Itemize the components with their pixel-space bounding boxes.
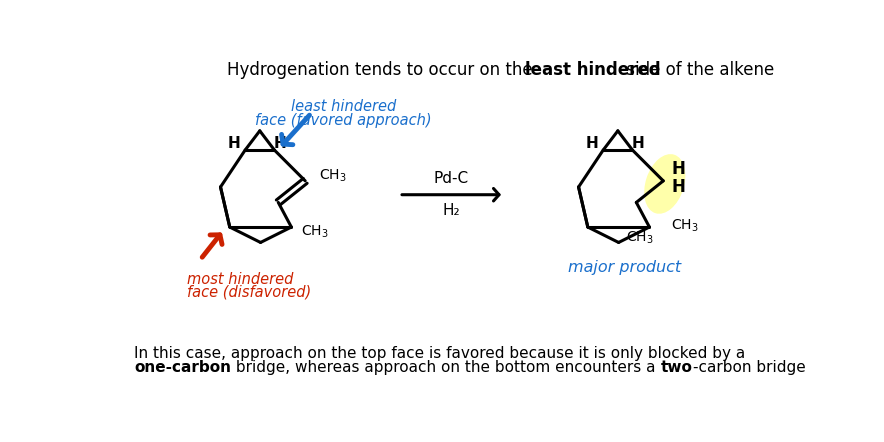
Text: two: two — [660, 360, 692, 375]
Ellipse shape — [645, 155, 685, 213]
Text: In this case, approach on the top face is favored because it is only blocked by : In this case, approach on the top face i… — [134, 346, 745, 361]
Text: H: H — [586, 137, 598, 152]
Text: face (disfavored): face (disfavored) — [187, 284, 311, 299]
Text: least hindered: least hindered — [525, 61, 661, 79]
Text: H: H — [672, 178, 686, 196]
Text: CH$_3$: CH$_3$ — [319, 167, 347, 184]
Text: one-carbon: one-carbon — [134, 360, 232, 375]
Text: most hindered: most hindered — [187, 272, 293, 287]
Text: Pd-C: Pd-C — [434, 171, 469, 186]
Text: H: H — [672, 160, 686, 178]
Text: H: H — [273, 136, 286, 151]
Text: side of the alkene: side of the alkene — [621, 61, 774, 79]
Text: major product: major product — [568, 260, 682, 275]
Text: face (favored approach): face (favored approach) — [255, 113, 432, 128]
Text: CH$_3$: CH$_3$ — [301, 224, 328, 240]
Text: H: H — [228, 137, 240, 152]
Text: CH$_3$: CH$_3$ — [671, 217, 698, 234]
Text: H: H — [631, 136, 644, 151]
Text: least hindered: least hindered — [291, 99, 396, 114]
Text: CH$_3$: CH$_3$ — [627, 230, 654, 246]
Text: Hydrogenation tends to occur on the: Hydrogenation tends to occur on the — [226, 61, 537, 79]
Text: -carbon bridge: -carbon bridge — [692, 360, 805, 375]
Text: H₂: H₂ — [443, 203, 461, 218]
Text: bridge, whereas approach on the bottom encounters a: bridge, whereas approach on the bottom e… — [232, 360, 660, 375]
